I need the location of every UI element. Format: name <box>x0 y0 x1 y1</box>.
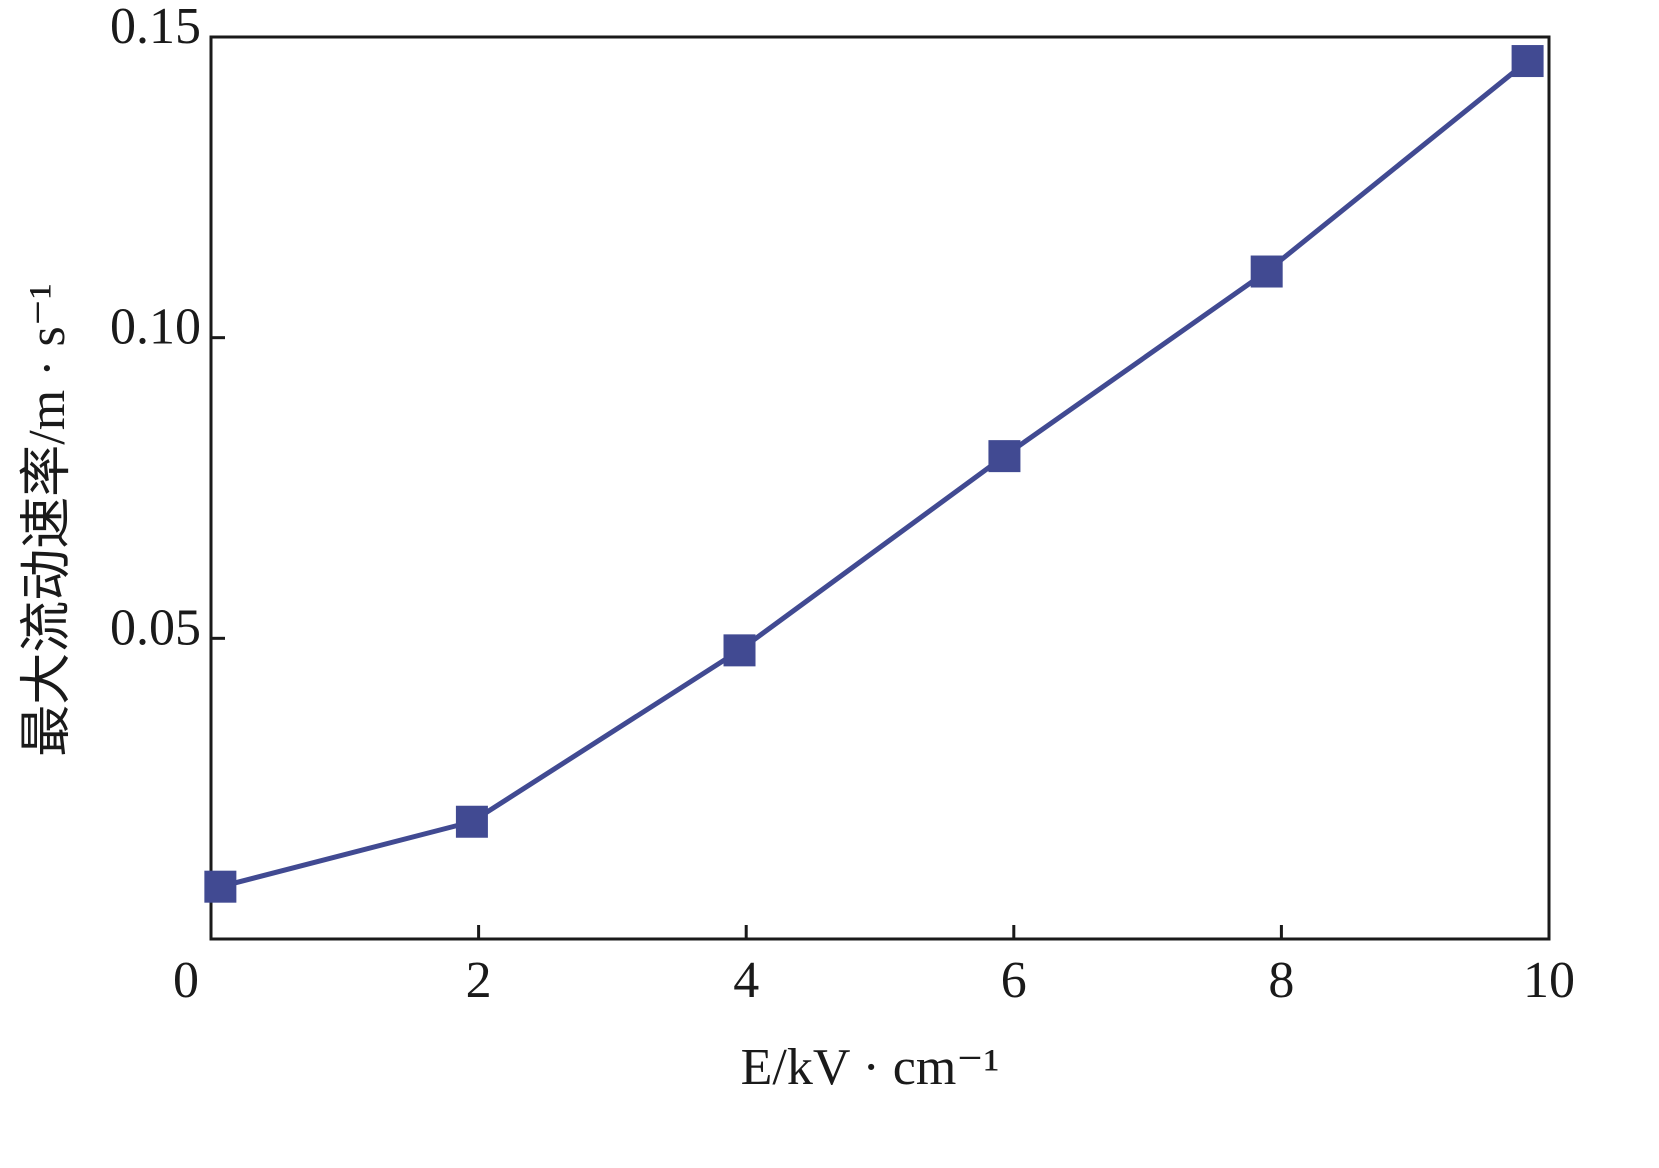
series-line <box>219 59 1530 890</box>
marker <box>988 440 1021 473</box>
plot-frame <box>209 35 1551 941</box>
y-tick-label: 0.05 <box>110 599 201 656</box>
x-tick-label: 6 <box>1001 952 1027 1009</box>
marker <box>204 870 237 903</box>
marker <box>1511 45 1544 78</box>
x-tick-label: 0 <box>173 952 199 1009</box>
marker <box>723 634 756 667</box>
y-tick-label: 0.15 <box>110 0 201 55</box>
y-tick-label: 0.10 <box>110 299 201 356</box>
x-tick-label: 10 <box>1523 952 1575 1009</box>
x-tick-label: 8 <box>1268 952 1294 1009</box>
x-tick-label: 4 <box>733 952 759 1009</box>
x-tick-label: 2 <box>466 952 492 1009</box>
marker <box>455 805 488 838</box>
marker <box>1250 255 1283 288</box>
x-axis-label: E/kV · cm⁻¹ <box>741 1039 1000 1096</box>
y-axis-label: 最大流动速率/m · s⁻¹ <box>19 283 76 757</box>
